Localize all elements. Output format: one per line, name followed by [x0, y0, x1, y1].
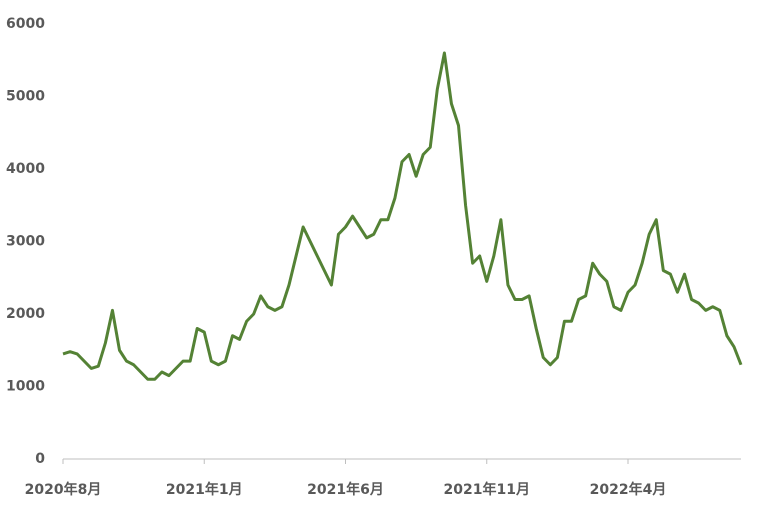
y-tick-label: 6000: [6, 16, 45, 32]
y-tick-label: 4000: [6, 161, 45, 177]
y-tick-label: 5000: [6, 89, 45, 105]
x-tick-label: 2021年1月: [166, 481, 243, 498]
x-tick-label: 2021年6月: [307, 481, 384, 498]
y-tick-label: 0: [35, 451, 45, 467]
data-line: [62, 51, 743, 381]
x-tick-label: 2022年4月: [590, 481, 667, 498]
y-tick-label: 1000: [6, 379, 45, 395]
y-tick-label: 2000: [6, 306, 45, 322]
y-tick-label: 3000: [6, 234, 45, 250]
x-tick-label: 2020年8月: [25, 481, 102, 498]
x-tick-label: 2021年11月: [444, 481, 530, 498]
